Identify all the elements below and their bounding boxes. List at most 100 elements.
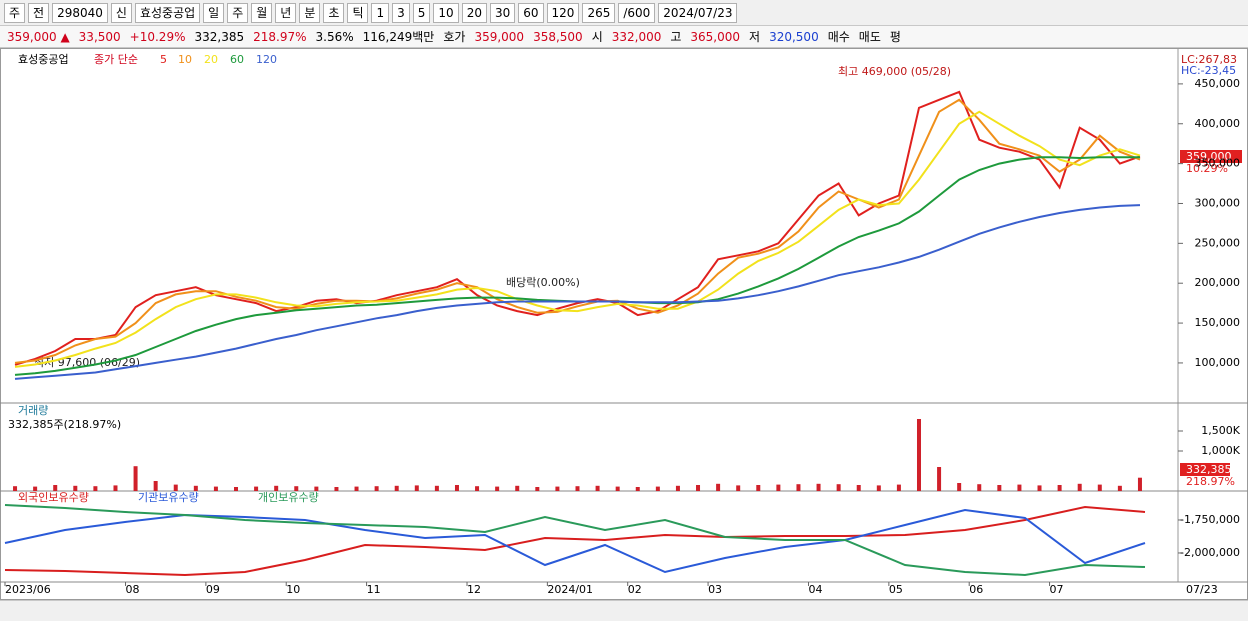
volume-bar xyxy=(876,485,881,491)
y-tick-label: -1,750,000 xyxy=(1180,513,1240,526)
volume-bar xyxy=(937,467,942,491)
price-box xyxy=(1180,150,1242,163)
toolbar-button[interactable]: 1 xyxy=(371,2,390,23)
volume-title: 거래량 xyxy=(18,404,48,417)
toolbar-button[interactable]: 틱 xyxy=(347,2,369,23)
y-tick-label: 150,000 xyxy=(1195,316,1241,329)
toolbar-button[interactable]: 2024/07/23 xyxy=(658,2,738,23)
y-tick-label: 1,500K xyxy=(1201,424,1240,437)
ma-label: 종가 단순 xyxy=(94,53,138,66)
volume-bar xyxy=(1097,484,1102,491)
x-tick-label: 10 xyxy=(286,583,300,596)
volume-bar xyxy=(856,485,861,491)
toolbar-button[interactable]: 주 xyxy=(227,2,249,23)
info-item: 332,385 xyxy=(194,29,245,44)
volume-bar xyxy=(53,485,58,491)
toolbar-button[interactable]: 월 xyxy=(251,2,273,23)
y-tick-label: 350,000 xyxy=(1195,157,1241,170)
toolbar-button[interactable]: 30 xyxy=(489,2,516,23)
change-label: 10.29% xyxy=(1186,162,1228,175)
series-line xyxy=(14,110,1141,368)
series-line xyxy=(14,204,1141,380)
toolbar-button[interactable]: 120 xyxy=(546,2,580,23)
volume-bar xyxy=(1077,483,1082,491)
toolbar-button[interactable]: 효성중공업 xyxy=(134,2,201,23)
volume-bar xyxy=(515,485,520,491)
volume-bar xyxy=(434,485,439,491)
volume-bar xyxy=(716,483,721,491)
toolbar-button[interactable]: 주 xyxy=(4,2,26,23)
toolbar-button[interactable]: 298040 xyxy=(52,2,108,23)
toolbar-button[interactable]: 60 xyxy=(518,2,544,23)
volume-bar xyxy=(414,485,419,491)
y-tick-label: 400,000 xyxy=(1195,117,1241,130)
toolbar-button[interactable]: 신 xyxy=(110,2,132,23)
volume-bar xyxy=(354,486,359,491)
volume-bar xyxy=(696,485,701,491)
date-label: 07/23 xyxy=(1186,583,1218,596)
y-tick-label: 450,000 xyxy=(1195,77,1241,90)
toolbar-button[interactable]: 일 xyxy=(203,2,225,23)
hc-label: HC:-23,45 xyxy=(1181,64,1236,77)
toolbar-button[interactable]: 10 xyxy=(433,2,459,23)
volume-bar xyxy=(314,486,319,491)
toolbar-button[interactable]: 분 xyxy=(299,2,321,23)
toolbar-button[interactable]: 초 xyxy=(323,2,345,23)
volume-bar xyxy=(977,484,982,491)
toolbar-button[interactable]: 년 xyxy=(275,2,297,23)
info-item: 매도 xyxy=(858,29,881,44)
volume-bar xyxy=(454,485,459,491)
volume-bar xyxy=(1137,477,1142,491)
toolbar-button[interactable]: 5 xyxy=(412,2,431,23)
info-item: 저 xyxy=(749,29,761,44)
toolbar-button[interactable]: 265 xyxy=(582,2,616,23)
volume-bar xyxy=(13,486,18,491)
volume-bar xyxy=(1037,485,1042,491)
legend-item: 10 xyxy=(178,53,192,66)
lc-label: LC:267,83 xyxy=(1181,53,1237,66)
series-line xyxy=(14,98,1141,364)
toolbar-button[interactable]: 3 xyxy=(392,2,410,23)
y-tick-label: 300,000 xyxy=(1195,196,1241,209)
dividend-note: 배당락(0.00%) xyxy=(506,276,580,289)
info-item: 116,249백만 xyxy=(362,29,435,44)
volume-bar xyxy=(1017,484,1022,491)
volume-bar xyxy=(374,486,379,491)
volume-bar xyxy=(173,484,178,491)
info-item: 359,000 ▲ xyxy=(7,29,70,44)
legend-item: 60 xyxy=(230,53,244,66)
info-item: 359,000 xyxy=(474,29,525,44)
volume-bar xyxy=(475,486,480,491)
volume-bar xyxy=(495,486,500,491)
frame xyxy=(0,48,1248,600)
volume-bar xyxy=(153,481,158,491)
info-item: 호가 xyxy=(443,29,466,44)
toolbar-button[interactable]: 20 xyxy=(461,2,487,23)
toolbar-button[interactable]: /600 xyxy=(618,2,656,23)
volume-bar xyxy=(997,485,1002,491)
volume-box xyxy=(1180,463,1230,476)
info-item: 365,000 xyxy=(690,29,741,44)
volume-bar xyxy=(1117,485,1122,491)
volume-bar xyxy=(73,485,78,491)
x-tick-label: 2023/06 xyxy=(5,583,51,596)
info-item: 3.56% xyxy=(315,29,354,44)
volume-bar xyxy=(1057,485,1062,491)
info-item: 시 xyxy=(591,29,603,44)
series-line xyxy=(4,505,1146,577)
volume-bar xyxy=(575,486,580,491)
volume-bar xyxy=(294,486,299,491)
info-item: +10.29% xyxy=(129,29,186,44)
info-item: 33,500 xyxy=(78,29,121,44)
volume-bar xyxy=(776,484,781,491)
volume-subtitle: 332,385주(218.97%) xyxy=(8,418,121,431)
volume-bar xyxy=(113,485,118,491)
x-tick-label: 06 xyxy=(969,583,983,596)
scroll-bar[interactable] xyxy=(0,600,1248,621)
x-tick-label: 11 xyxy=(367,583,381,596)
toolbar-button[interactable]: 전 xyxy=(28,2,50,23)
legend-item: 개인보유수량 xyxy=(258,491,319,504)
volume-bar xyxy=(635,487,640,491)
volume-bar xyxy=(394,485,399,491)
